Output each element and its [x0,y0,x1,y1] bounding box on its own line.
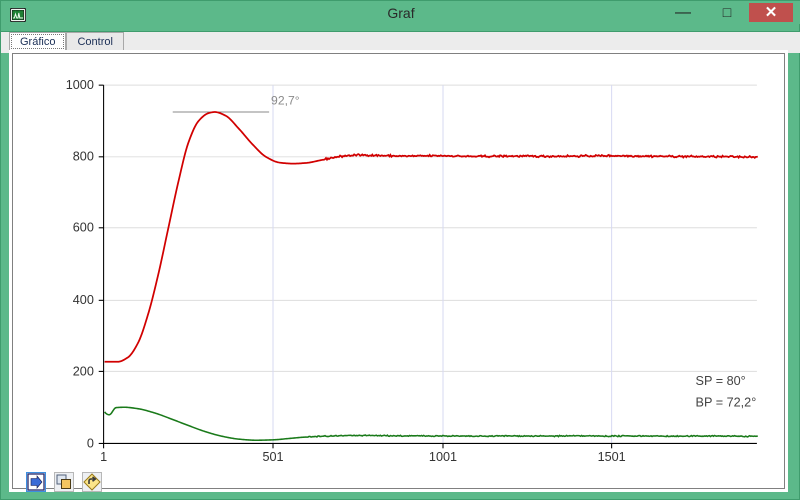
svg-text:SP = 80°: SP = 80° [696,374,746,388]
svg-text:1: 1 [100,450,107,464]
svg-text:1501: 1501 [598,450,626,464]
svg-text:1001: 1001 [429,450,457,464]
svg-text:200: 200 [73,364,94,378]
svg-text:400: 400 [73,293,94,307]
svg-text:BP = 72,2°: BP = 72,2° [696,395,757,409]
svg-text:600: 600 [73,221,94,235]
svg-text:1000: 1000 [66,78,94,92]
svg-text:92,7°: 92,7° [271,94,300,108]
svg-text:0: 0 [87,436,94,450]
svg-text:800: 800 [73,150,94,164]
svg-text:501: 501 [262,450,283,464]
